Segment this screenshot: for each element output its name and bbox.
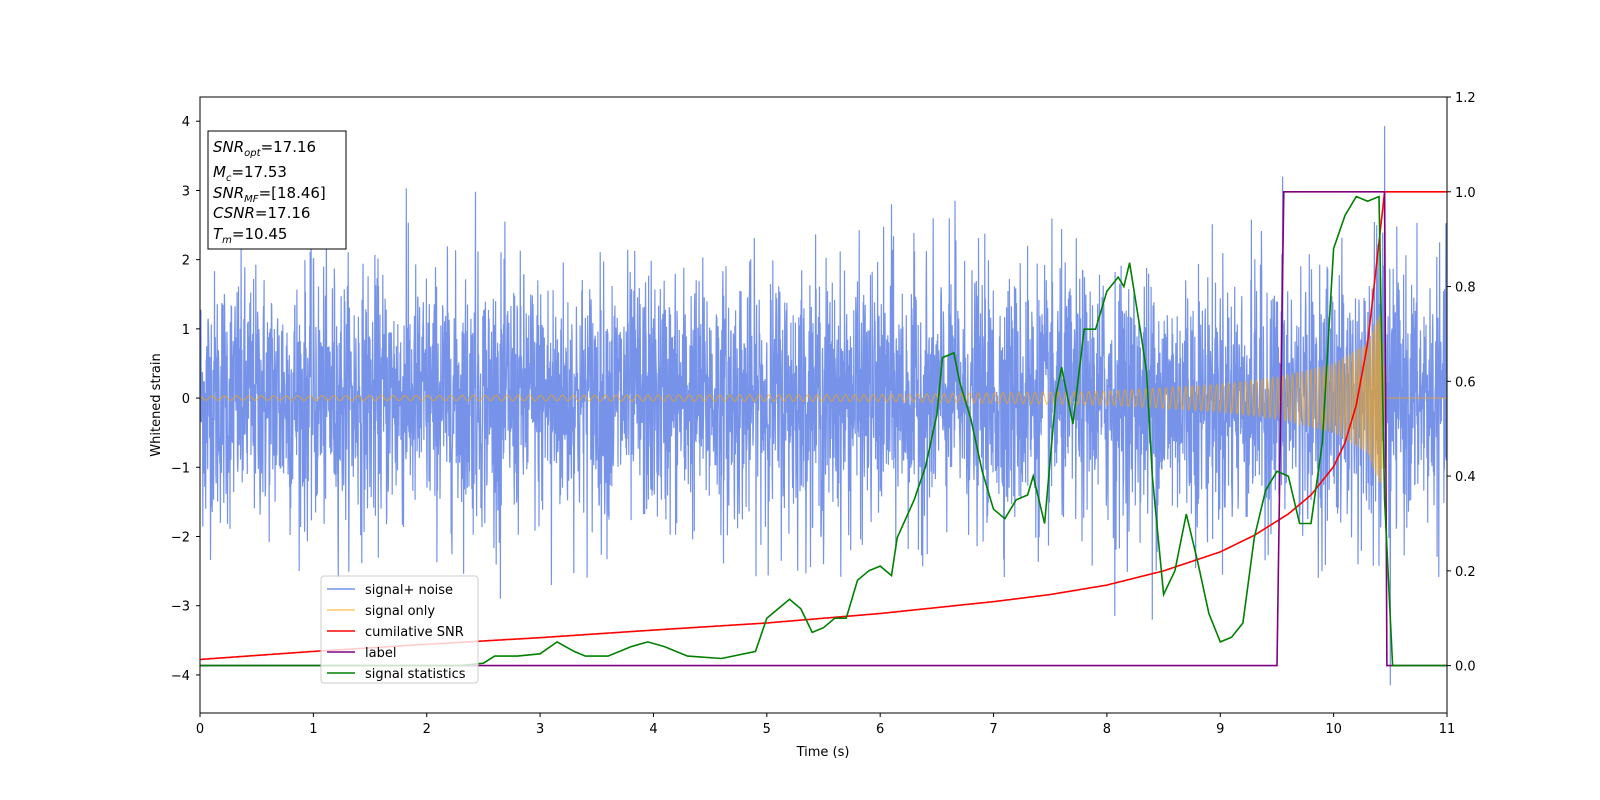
legend-label: signal only — [365, 604, 435, 619]
y-tick-label-left: −3 — [171, 600, 190, 615]
y-tick-label-right: 1.2 — [1455, 91, 1476, 106]
x-tick-label: 2 — [423, 722, 431, 737]
series-signal-statistics — [200, 195, 1447, 667]
legend-label: signal+ noise — [365, 583, 453, 598]
y-tick-label-left: 0 — [182, 392, 190, 407]
info-box: SNRopt=17.16 Mc=17.53 SNRMF=[18.46] CSNR… — [207, 130, 347, 250]
legend-label: label — [365, 646, 396, 661]
y-tick-label-right: 0.4 — [1455, 470, 1476, 485]
plot-frame — [199, 96, 1448, 714]
y-tick-label-left: −2 — [171, 531, 190, 546]
info-box-frame — [207, 130, 347, 250]
y-tick-label-right: 0.2 — [1455, 565, 1476, 580]
x-tick-label: 0 — [196, 722, 204, 737]
x-axis-label: Time (s) — [796, 745, 850, 760]
y-tick-label-left: −4 — [171, 669, 190, 684]
y-tick-label-left: 1 — [182, 323, 190, 338]
x-tick-label: 10 — [1325, 722, 1342, 737]
x-tick-label: 8 — [1103, 722, 1111, 737]
x-tick-label: 11 — [1439, 722, 1456, 737]
x-tick-label: 6 — [876, 722, 884, 737]
info-mc: Mc=17.53 — [213, 163, 287, 184]
series-signal-noise — [200, 126, 1447, 686]
legend-label: cumilative SNR — [365, 625, 464, 640]
y-axis-label: Whitened strain — [149, 353, 164, 456]
legend-label: signal statistics — [365, 667, 466, 682]
x-tick-label: 4 — [649, 722, 657, 737]
info-snr-mf: SNRMF=[18.46] — [213, 184, 326, 205]
y-tick-label-right: 0.0 — [1455, 660, 1476, 675]
y-tick-label-left: 4 — [182, 115, 190, 130]
series-signal-only — [200, 314, 1447, 484]
x-tick-label: 7 — [989, 722, 997, 737]
legend-frame — [320, 575, 479, 684]
y-tick-label-left: 3 — [182, 184, 190, 199]
x-tick-label: 9 — [1216, 722, 1224, 737]
x-tick-label: 1 — [309, 722, 317, 737]
y-tick-label-left: 2 — [182, 254, 190, 269]
info-csnr: CSNR=17.16 — [213, 204, 310, 222]
legend: signal+ noise signal only cumilative SNR la… — [320, 575, 479, 684]
info-tm: Tm=10.45 — [213, 225, 287, 246]
y-tick-label-right: 0.8 — [1455, 281, 1476, 296]
y-tick-label-left: −1 — [171, 461, 190, 476]
x-tick-label: 5 — [763, 722, 771, 737]
x-tick-label: 3 — [536, 722, 544, 737]
y-tick-label-right: 1.0 — [1455, 186, 1476, 201]
axes: 0 1 2 3 4 5 6 7 8 9 10 1143210−1−2−3−41.21.00.80.60… — [171, 91, 1476, 737]
y-tick-label-right: 0.6 — [1455, 375, 1476, 390]
info-snr-opt: SNRopt=17.16 — [213, 138, 316, 159]
